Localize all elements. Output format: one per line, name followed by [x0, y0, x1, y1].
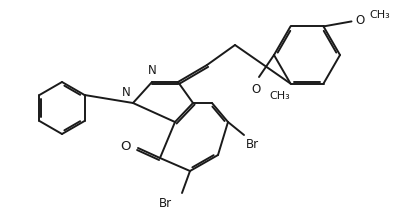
Text: O: O — [121, 140, 131, 153]
Text: O: O — [355, 14, 365, 27]
Text: Br: Br — [159, 197, 172, 210]
Text: N: N — [122, 86, 131, 99]
Text: Br: Br — [246, 138, 259, 151]
Text: CH₃: CH₃ — [370, 10, 390, 21]
Text: CH₃: CH₃ — [269, 91, 290, 101]
Text: O: O — [251, 83, 261, 96]
Text: N: N — [147, 64, 156, 77]
